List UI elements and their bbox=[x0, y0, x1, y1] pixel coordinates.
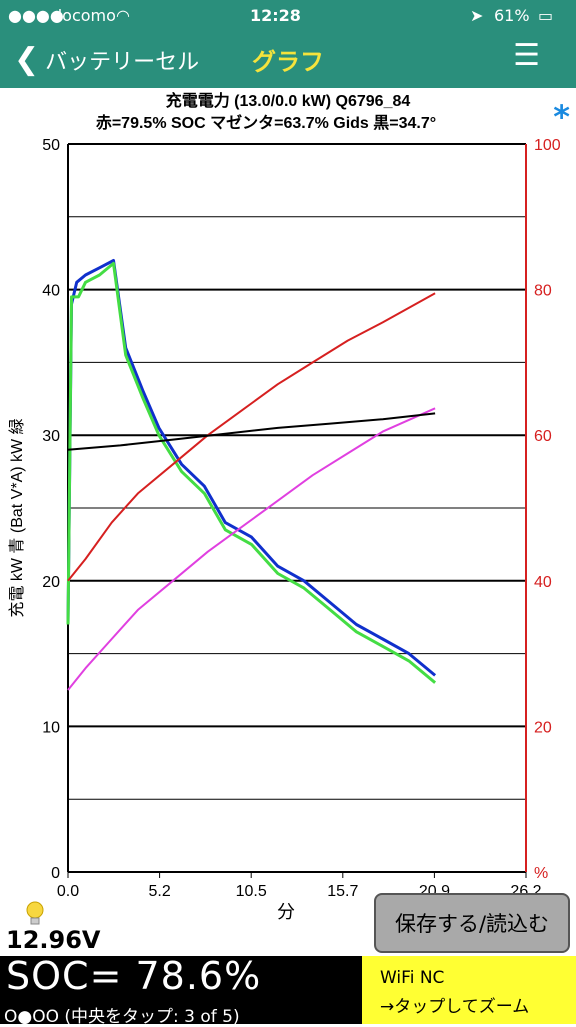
graph-title-line1: 充電電力 (13.0/0.0 kW) Q6796_84 bbox=[166, 91, 411, 110]
wifi-icon: ◠ bbox=[116, 6, 130, 25]
y-axis-label: 充電 kW 青 (Bat V*A) kW 緑 bbox=[8, 418, 26, 617]
y-left-tick-label: 0 bbox=[51, 865, 60, 882]
x-tick-label: 5.2 bbox=[148, 883, 170, 900]
page-title: グラフ bbox=[252, 48, 324, 76]
page-indicator[interactable]: O●OO (中央をタップ: 3 of 5) bbox=[4, 1007, 240, 1027]
nav-bar: ❮ バッテリーセル グラフ ☰ bbox=[0, 32, 576, 88]
asterisk-icon[interactable]: * bbox=[553, 98, 570, 136]
bottom-bar: SOC= 78.6% O●OO (中央をタップ: 3 of 5) WiFi NC… bbox=[0, 954, 576, 1027]
signal-icon: ●●●● bbox=[8, 6, 64, 25]
wifi-status-label: WiFi NC bbox=[380, 968, 445, 988]
series-line-blue bbox=[66, 259, 437, 677]
back-button[interactable]: ❮ バッテリーセル bbox=[14, 42, 199, 77]
y-right-tick-label: 100 bbox=[534, 137, 561, 154]
series-line-magenta bbox=[67, 407, 436, 691]
series-line-red bbox=[67, 292, 436, 582]
series-line-black bbox=[67, 412, 436, 451]
voltage-readout: 12.96V bbox=[6, 926, 101, 954]
x-tick-label: 10.5 bbox=[236, 883, 267, 900]
x-tick-label: 15.7 bbox=[327, 883, 358, 900]
status-bar: ●●●● docomo ◠ 12:28 ➤ 61% ▭ bbox=[0, 0, 576, 32]
y-left-tick-label: 10 bbox=[42, 719, 60, 736]
wifi-zoom-button[interactable]: WiFi NC →タップしてズーム bbox=[362, 956, 576, 1024]
clock: 12:28 bbox=[250, 6, 301, 25]
back-label: バッテリーセル bbox=[45, 49, 200, 75]
y-right-tick-label: 40 bbox=[534, 574, 552, 591]
carrier-label: docomo bbox=[52, 6, 116, 25]
lightbulb-icon bbox=[26, 901, 44, 925]
soc-display: SOC= 78.6% bbox=[6, 954, 262, 998]
series-line-green bbox=[66, 261, 437, 684]
x-tick-label: 0.0 bbox=[57, 883, 79, 900]
y-right-tick-label: 80 bbox=[534, 283, 552, 300]
location-icon: ➤ bbox=[470, 6, 484, 25]
y-left-tick-label: 50 bbox=[42, 137, 60, 154]
y-right-tick-label: 20 bbox=[534, 719, 552, 736]
y-right-tick-label: % bbox=[534, 865, 548, 882]
y-left-tick-label: 40 bbox=[42, 283, 60, 300]
save-load-button[interactable]: 保存する/読込む bbox=[374, 893, 570, 953]
hamburger-menu-icon[interactable]: ☰ bbox=[513, 38, 540, 73]
charge-graph[interactable]: 充電電力 (13.0/0.0 kW) Q6796_84 赤=79.5% SOC … bbox=[4, 88, 572, 956]
battery-icon: ▭ bbox=[538, 6, 554, 25]
chevron-left-icon: ❮ bbox=[14, 42, 40, 77]
x-axis-label: 分 bbox=[277, 902, 295, 922]
y-left-tick-label: 20 bbox=[42, 574, 60, 591]
y-left-tick-label: 30 bbox=[42, 428, 60, 445]
battery-percent: 61% bbox=[494, 6, 530, 25]
y-right-tick-label: 60 bbox=[534, 428, 552, 445]
graph-title-line2: 赤=79.5% SOC マゼンタ=63.7% Gids 黒=34.7° bbox=[96, 113, 436, 132]
zoom-hint-label: →タップしてズーム bbox=[380, 997, 530, 1017]
